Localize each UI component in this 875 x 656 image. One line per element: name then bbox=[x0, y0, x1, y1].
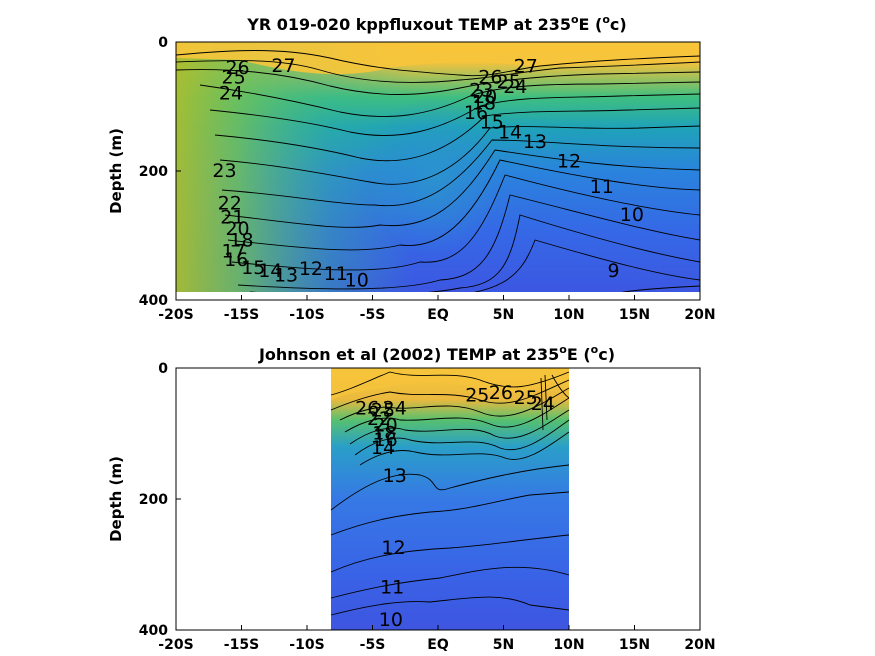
panel-top-contour-label-4: 27 bbox=[514, 56, 538, 78]
panel-bottom-xtick-label-2: -10S bbox=[289, 637, 324, 653]
panel-bottom-xtick-label-7: 15N bbox=[619, 637, 650, 653]
panel-top-contour-label-21: 21 bbox=[220, 206, 244, 228]
panel-bottom-contour-label-3: 22 bbox=[367, 408, 391, 430]
panel-top-xtick-label-8: 20N bbox=[684, 307, 715, 323]
panel-top-contour-label-14: 13 bbox=[523, 131, 547, 153]
panel-top-contour-label-23: 18 bbox=[229, 230, 253, 252]
panel-bottom-contour-label-1: 25 bbox=[371, 400, 395, 422]
panel-top-contour-label-28: 13 bbox=[274, 264, 298, 286]
panel-top-xtick-label-2: -10S bbox=[289, 307, 324, 323]
panel-bottom-title: Johnson et al (2002) TEMP at 235oE (oc) bbox=[258, 343, 615, 364]
panel-top-contour-label-31: 10 bbox=[345, 270, 369, 292]
panel-bottom-ticks: -20S -15S -10S -5S EQ 5N 10N 15N 20N 0 200 400 bbox=[139, 361, 716, 653]
panel-top-contour-lines bbox=[176, 50, 700, 292]
panel-top-ytick-label-1: 200 bbox=[139, 164, 168, 180]
panel-top-contour-label-12: 15 bbox=[480, 112, 504, 134]
panel-top-xtick-label-1: -15S bbox=[224, 307, 259, 323]
panel-top-contour-label-24: 17 bbox=[222, 241, 246, 263]
panel-top-contour-label-11: 16 bbox=[464, 102, 488, 124]
panel-top-ytick-label-2: 400 bbox=[139, 293, 168, 309]
panel-top-contour-label-15: 12 bbox=[557, 150, 581, 172]
panel-bottom-xtick-label-0: -20S bbox=[158, 637, 193, 653]
panel-top-contour-label-8: 23 bbox=[469, 79, 493, 101]
panel-top-contour-label-18: 9 bbox=[607, 260, 619, 282]
panel-top-ticks: -20S -15S -10S -5S EQ 5N 10N 15N 20N 0 200 400 bbox=[139, 35, 716, 323]
panel-bottom-contour-label-7: 14 bbox=[371, 437, 395, 459]
panel-top-contour-label-10: 18 bbox=[472, 92, 496, 114]
panel-bottom-ylabel: Depth (m) bbox=[107, 456, 125, 542]
panel-bottom-xtick-label-5: 5N bbox=[493, 637, 514, 653]
panel-bottom-contour-label-4: 20 bbox=[374, 415, 398, 437]
panel-bottom-contour-label-13: 12 bbox=[381, 537, 405, 559]
panel-top-xtick-label-0: -20S bbox=[158, 307, 193, 323]
panel-top-title: YR 019-020 kppfluxout TEMP at 235oE (oc) bbox=[246, 13, 626, 34]
panel-bottom-contour-lines bbox=[330, 371, 570, 616]
panel-top-contour-label-3: 27 bbox=[271, 55, 295, 77]
panel-top-contour-label-7: 24 bbox=[503, 76, 527, 98]
panel-top-contour-label-29: 12 bbox=[299, 258, 323, 280]
panel-top-contour-label-13: 14 bbox=[498, 121, 522, 143]
panel-bottom-ytick-label-2: 400 bbox=[139, 623, 168, 639]
panel-bottom-contour-label-9: 25 bbox=[465, 385, 489, 407]
panel-top-xtick-label-5: 5N bbox=[493, 307, 514, 323]
panel-top-contour-label-1: 25 bbox=[222, 66, 246, 88]
panel-bottom-contour-label-5: 18 bbox=[372, 423, 396, 445]
panel-bottom-ytick-label-0: 0 bbox=[158, 361, 168, 377]
panel-top-contour-label-16: 11 bbox=[590, 176, 614, 198]
panel-bottom-xtick-label-4: EQ bbox=[427, 637, 449, 653]
panel-top-contour-label-17: 10 bbox=[620, 204, 644, 226]
panel-bottom-contour-label-15: 10 bbox=[379, 609, 403, 631]
panel-top-xtick-label-6: 10N bbox=[553, 307, 584, 323]
panel-bottom-contour-label-0: 26 bbox=[355, 398, 379, 420]
panel-top-contour-label-9: 20 bbox=[473, 86, 497, 108]
panel-top-contour-label-20: 22 bbox=[218, 192, 242, 214]
panel-bottom-xtick-label-1: -15S bbox=[224, 637, 259, 653]
panel-top-contour-label-25: 16 bbox=[224, 249, 248, 271]
panel-bottom-xtick-label-8: 20N bbox=[684, 637, 715, 653]
panel-top-ytick-label-0: 0 bbox=[158, 35, 168, 51]
panel-bottom-contour-label-8: 13 bbox=[383, 465, 407, 487]
panel-bottom-contour-label-14: 11 bbox=[380, 576, 404, 598]
panel-bottom-colour-field bbox=[331, 368, 569, 630]
panel-top-xtick-label-4: EQ bbox=[427, 307, 449, 323]
panel-bottom-contour-label-12: 24 bbox=[531, 393, 555, 415]
panel-top-contour-label-6: 25 bbox=[497, 71, 521, 93]
panel-bottom-contour-label-10: 26 bbox=[489, 382, 513, 404]
panel-top-contour-label-26: 15 bbox=[241, 257, 265, 279]
panel-top-contour-label-22: 20 bbox=[225, 218, 249, 240]
panel-top-xtick-label-7: 15N bbox=[619, 307, 650, 323]
panel-top-contour-label-30: 11 bbox=[324, 263, 348, 285]
panel-top-xtick-label-3: -5S bbox=[360, 307, 386, 323]
panel-top-contour-label-19: 23 bbox=[212, 160, 236, 182]
panel-bottom-xtick-label-3: -5S bbox=[360, 637, 386, 653]
panel-bottom-xtick-label-6: 10N bbox=[553, 637, 584, 653]
panel-bottom-ytick-label-1: 200 bbox=[139, 492, 168, 508]
panel-bottom-contour-label-6: 16 bbox=[374, 429, 398, 451]
panel-bottom-contour-label-11: 25 bbox=[514, 387, 538, 409]
panel-top-colour-field bbox=[176, 42, 700, 292]
panel-top-contour-label-27: 14 bbox=[258, 260, 282, 282]
panel-top-contour-label-2: 24 bbox=[219, 83, 243, 105]
panel-top-contour-label-0: 26 bbox=[225, 57, 249, 79]
panel-top-contour-label-5: 26 bbox=[478, 66, 502, 88]
panel-top-ylabel: Depth (m) bbox=[107, 128, 125, 214]
panel-bottom-contour-label-2: 24 bbox=[383, 398, 407, 420]
